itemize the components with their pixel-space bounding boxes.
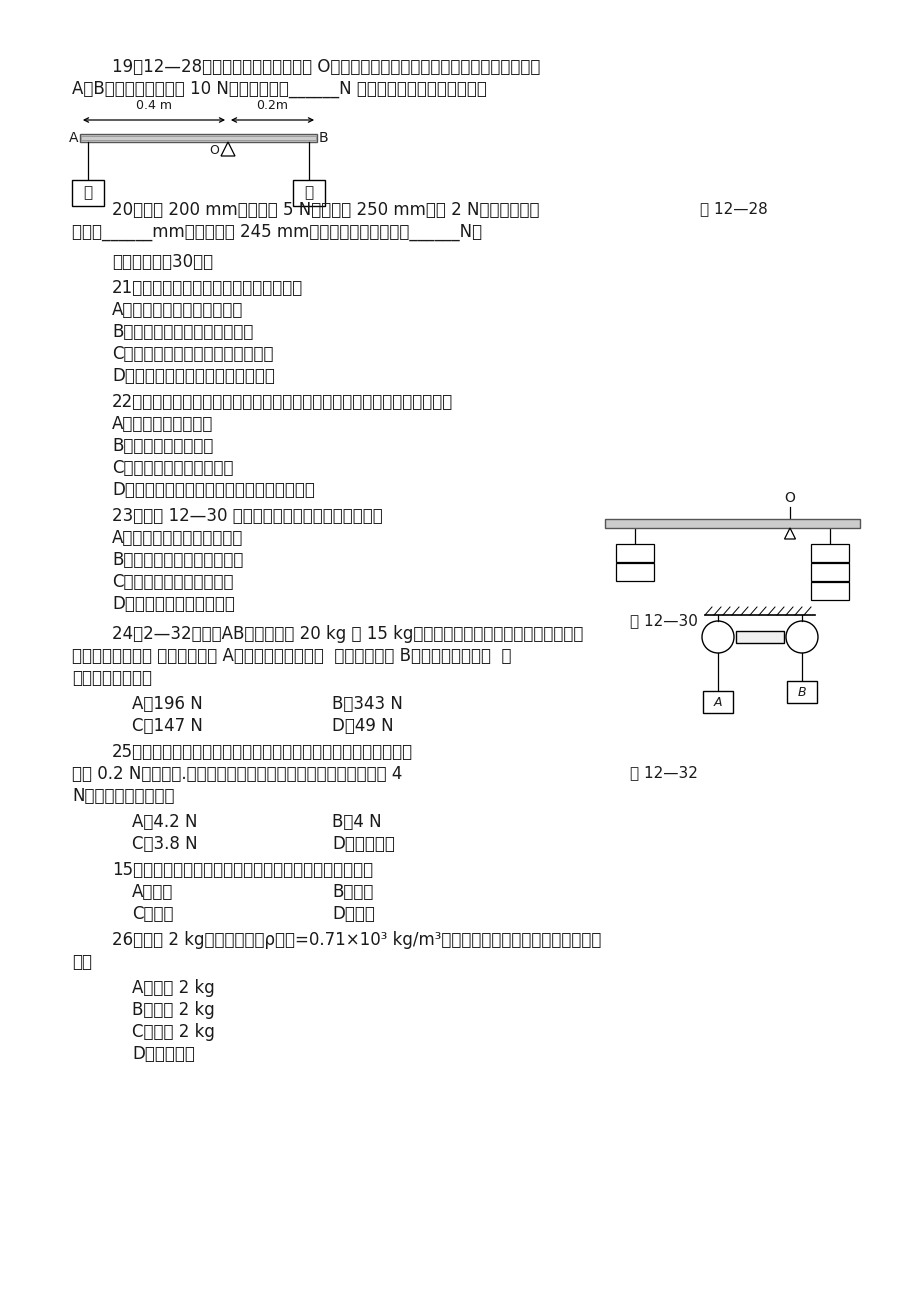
Text: 甲: 甲 (84, 185, 93, 201)
Polygon shape (221, 142, 234, 156)
Text: 20、簧长 200 mm，下端挂 5 N物体时长 250 mm，挂 2 N的物体时，弹: 20、簧长 200 mm，下端挂 5 N物体时长 250 mm，挂 2 N的物体… (112, 201, 539, 219)
Text: C．锯用得太久，齿被撞歪: C．锯用得太久，齿被撞歪 (112, 460, 233, 477)
Text: （秤钩在左侧）．: （秤钩在左侧）． (72, 669, 152, 687)
Text: 簧伸长______mm，当弹簧长 245 mm时，弹簧受到的拉力是______N．: 簧伸长______mm，当弹簧长 245 mm时，弹簧受到的拉力是______N… (72, 223, 482, 241)
Text: A．拿在手中的瓶子不会滑落: A．拿在手中的瓶子不会滑落 (112, 301, 244, 319)
Text: 22、木锯还是钢锯，它们的锯齿都是东倒西歪，不在一个平面上，这是因为: 22、木锯还是钢锯，它们的锯齿都是东倒西歪，不在一个平面上，这是因为 (112, 393, 453, 411)
Text: 图 12—28: 图 12—28 (699, 201, 767, 216)
Text: C．3.8 N: C．3.8 N (131, 835, 198, 853)
Text: A、B两端，若甲物体重 10 N，则乙物体重______N 时杠杆才能在水平位置平衡．: A、B两端，若甲物体重 10 N，则乙物体重______N 时杠杆才能在水平位置… (72, 79, 486, 98)
Text: B: B (797, 685, 805, 698)
Bar (811, 582, 848, 600)
Text: C．温度: C．温度 (131, 905, 174, 923)
Text: 指在 0.2 N的位置上.此时用手拉弹簧秤的秤钩，使弹簧秤的示数为 4: 指在 0.2 N的位置上.此时用手拉弹簧秤的秤钩，使弹簧秤的示数为 4 (72, 766, 402, 783)
Text: B．343 N: B．343 N (332, 695, 403, 713)
Bar (81, 135, 315, 141)
Bar (80, 134, 317, 142)
Text: A．这样使锯齿更锋利: A．这样使锯齿更锋利 (112, 415, 213, 434)
Text: 0.2m: 0.2m (256, 99, 289, 112)
Text: D．可以使锯口加宽，减小材料对锯的摩擦力: D．可以使锯口加宽，减小材料对锯的摩擦力 (112, 480, 314, 499)
Text: D．位置: D．位置 (332, 905, 374, 923)
Text: B．大于 2 kg: B．大于 2 kg (131, 1001, 214, 1019)
Text: D．无法判断: D．无法判断 (332, 835, 394, 853)
Text: B．4 N: B．4 N (332, 812, 381, 831)
Text: A．小于 2 kg: A．小于 2 kg (131, 979, 214, 997)
Text: D．支点左端减少一个钩码: D．支点左端减少一个钩码 (112, 595, 234, 613)
Text: A．质量: A．质量 (131, 883, 173, 901)
Bar (616, 562, 653, 581)
Text: 25、把弹簧秤，秤钩上不受力时，指针不是指在零刻度位置，而是: 25、把弹簧秤，秤钩上不受力时，指针不是指在零刻度位置，而是 (112, 743, 413, 760)
Text: 图 12—30: 图 12—30 (630, 613, 698, 628)
Text: 19、12—28所示，一个轻质杠杆可绕 O点转动，甲、乙两物体分别用细线悬挂在杠杆的: 19、12—28所示，一个轻质杠杆可绕 O点转动，甲、乙两物体分别用细线悬挂在杠… (112, 59, 539, 76)
Text: D．无法确定: D．无法确定 (131, 1046, 195, 1062)
Text: B．滑冰时冰刀与冰面间的摩擦: B．滑冰时冰刀与冰面间的摩擦 (112, 323, 253, 341)
Text: 乙: 乙 (304, 185, 313, 201)
Bar (616, 544, 653, 562)
Text: N，则手拉弹簧的力是: N，则手拉弹簧的力是 (72, 786, 175, 805)
Text: O: O (209, 145, 219, 158)
Bar (735, 631, 783, 643)
Text: 图 12—32: 图 12—32 (630, 766, 698, 780)
Text: A．196 N: A．196 N (131, 695, 202, 713)
Bar (605, 519, 859, 529)
Bar (702, 691, 732, 713)
Polygon shape (784, 529, 795, 539)
Text: D．49 N: D．49 N (332, 717, 393, 736)
Text: 21、列摩擦的事例中，属于滚动摩擦的是: 21、列摩擦的事例中，属于滚动摩擦的是 (112, 279, 303, 297)
Bar (811, 562, 848, 581)
Text: 量为: 量为 (72, 953, 92, 971)
Text: A: A (68, 132, 78, 145)
Text: O: O (784, 491, 795, 505)
Text: B．重力: B．重力 (332, 883, 373, 901)
Text: 弹簧秤的读数是（ ），用手抓住 A时，弹簧秤读数为（  ），用手抓住 B时弹簧秤读数是（  ）: 弹簧秤的读数是（ ），用手抓住 A时，弹簧秤读数为（ ），用手抓住 B时弹簧秤读… (72, 647, 511, 665)
Text: D．用铅笔写字时，笔尖与纸的摩擦: D．用铅笔写字时，笔尖与纸的摩擦 (112, 367, 275, 385)
Text: C．147 N: C．147 N (131, 717, 203, 736)
Text: A．支点两端各减少一个钩码: A．支点两端各减少一个钩码 (112, 529, 244, 547)
Text: A．4.2 N: A．4.2 N (131, 812, 198, 831)
Text: 23、如图 12—30 的杠杆水平平衡，可采取的做法是: 23、如图 12—30 的杠杆水平平衡，可采取的做法是 (112, 506, 382, 525)
Bar (786, 681, 816, 703)
Bar (292, 180, 324, 206)
Text: C．支点左端增加一个钩码: C．支点左端增加一个钩码 (112, 573, 233, 591)
Text: A: A (713, 695, 721, 708)
Text: 15．登月宇航员从月球带回一块矿石，这块矿石不变的是: 15．登月宇航员从月球带回一块矿石，这块矿石不变的是 (112, 861, 373, 879)
Text: 0.4 m: 0.4 m (136, 99, 172, 112)
Bar (72, 180, 104, 206)
Text: B．支点两端各增加一个钩码: B．支点两端各增加一个钩码 (112, 551, 244, 569)
Text: B: B (319, 132, 328, 145)
Text: C．等于 2 kg: C．等于 2 kg (131, 1023, 215, 1042)
Text: C．滑旱冰时旱冰鞋与地面间的摩擦: C．滑旱冰时旱冰鞋与地面间的摩擦 (112, 345, 273, 363)
Bar (811, 544, 848, 562)
Text: 24、2—32所示，AB质量分别为 20 kg 和 15 kg，弹簧秤重力不计，用手抓住弹簧秤时: 24、2—32所示，AB质量分别为 20 kg 和 15 kg，弹簧秤重力不计，… (112, 625, 583, 643)
Text: B．这样使锯更受撞击: B．这样使锯更受撞击 (112, 437, 213, 454)
Text: 26、能装 2 kg汽油的瓶子（ρ汽油=0.71×10³ kg/m³），如果用来装水，则瓶子内水的质: 26、能装 2 kg汽油的瓶子（ρ汽油=0.71×10³ kg/m³），如果用来… (112, 931, 601, 949)
Text: 二、单选题（30分）: 二、单选题（30分） (112, 253, 213, 271)
